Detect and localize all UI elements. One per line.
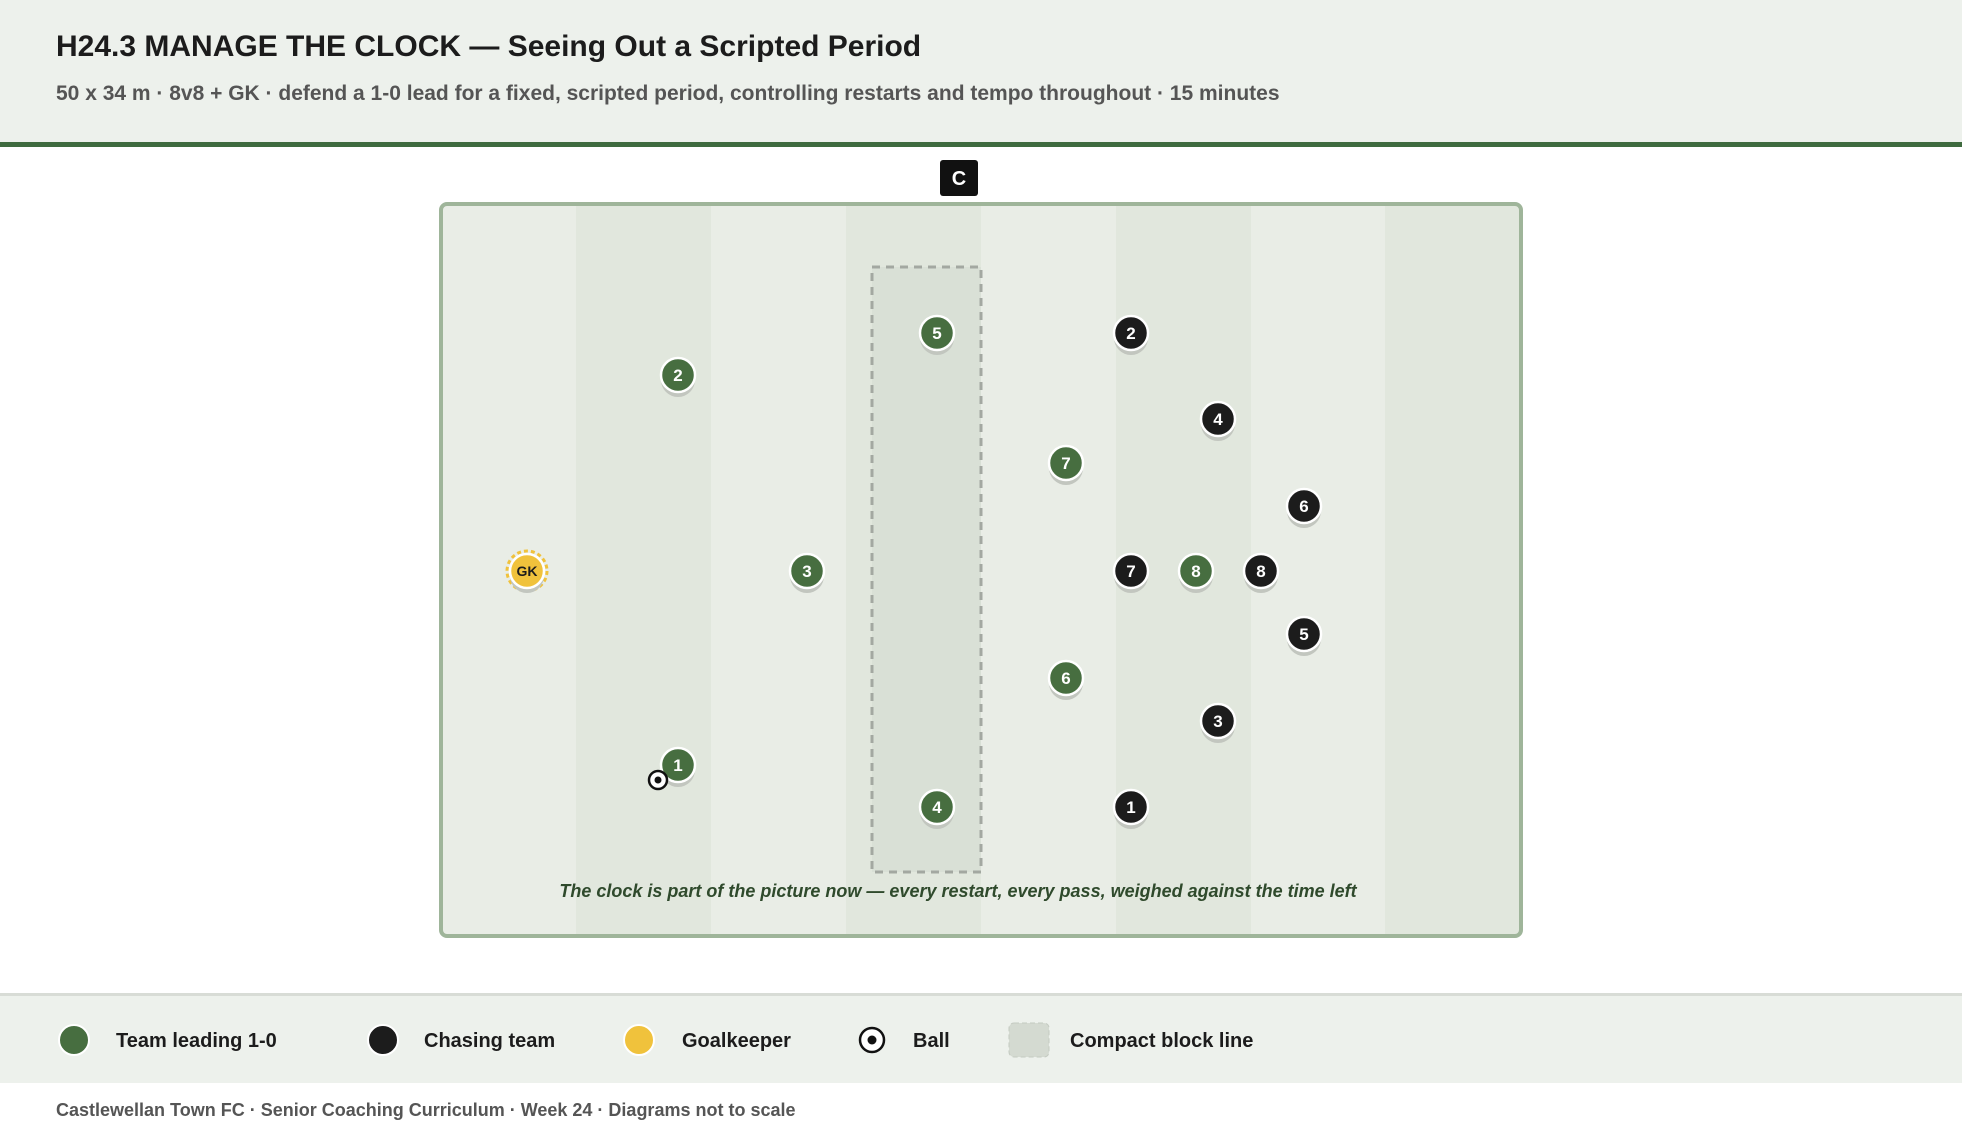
player: [1285, 615, 1323, 653]
player: [1285, 487, 1323, 525]
player: [1177, 552, 1215, 590]
player: [1199, 400, 1237, 438]
legend-swatch: [367, 1024, 399, 1056]
player: [1112, 788, 1150, 826]
player: [1199, 702, 1237, 740]
player-label: GK: [517, 563, 538, 579]
player-label: 1: [673, 756, 682, 775]
player-label: 5: [932, 324, 941, 343]
player-label: 3: [802, 562, 811, 581]
legend-swatch: [1008, 1022, 1050, 1058]
player: [918, 788, 956, 826]
player: [659, 356, 697, 394]
legend-swatch: [623, 1024, 655, 1056]
compact-block-line: [870, 265, 983, 874]
title: H24.3 MANAGE THE CLOCK — Seeing Out a Sc…: [56, 30, 922, 63]
coach-label: C: [952, 168, 966, 190]
player-label: 7: [1061, 454, 1070, 473]
player-label: 2: [1126, 324, 1135, 343]
legend-label: Goalkeeper: [682, 1030, 791, 1052]
ball-dot: [654, 776, 662, 784]
player-label: 4: [1213, 410, 1223, 429]
pitch-border: [439, 202, 1523, 938]
player-label: 8: [1256, 562, 1265, 581]
player-label: 6: [1299, 497, 1308, 516]
player-label: 1: [1126, 798, 1135, 817]
pitch: The clock is part of the picture now — e…: [439, 202, 1523, 938]
player: [1047, 659, 1085, 697]
player: [659, 746, 697, 784]
player-label: 5: [1299, 625, 1308, 644]
legend-swatch: [58, 1024, 90, 1056]
player-label: 6: [1061, 669, 1070, 688]
diagram: C The clock is part of the picture now —…: [439, 160, 1523, 938]
player: [1242, 552, 1280, 590]
player-label: 7: [1126, 562, 1135, 581]
player: [1047, 444, 1085, 482]
legend-label: Team leading 1-0: [116, 1030, 277, 1052]
players: 5 2 7 3 8 6 1 4 2 4 6 7 8 5 3 1 GK: [505, 314, 1323, 829]
header: H24.3 MANAGE THE CLOCK — Seeing Out a Sc…: [0, 0, 1962, 147]
player-label: 3: [1213, 712, 1222, 731]
player: [1112, 552, 1150, 590]
subtitle: 50 x 34 m · 8v8 + GK · defend a 1-0 lead…: [56, 82, 1280, 105]
legend-label: Ball: [913, 1030, 950, 1052]
stripe: [576, 206, 711, 934]
legend-icons: Team leading 1-0 Chasing team Goalkeeper…: [58, 1022, 1253, 1058]
caption: The clock is part of the picture now — e…: [559, 881, 1357, 901]
legend-label: Compact block line: [1070, 1030, 1253, 1052]
legend-label: Chasing team: [424, 1030, 555, 1052]
player-label: 8: [1191, 562, 1200, 581]
stripe: [1385, 206, 1519, 934]
footer: Castlewellan Town FC · Senior Coaching C…: [56, 1100, 796, 1120]
player: [1112, 314, 1150, 352]
coach-box: [940, 160, 978, 196]
player-label: 4: [932, 798, 942, 817]
player: [788, 552, 826, 590]
legend: Team leading 1-0 Chasing team Goalkeeper…: [0, 993, 1962, 1083]
player: [508, 552, 546, 590]
player: [918, 314, 956, 352]
player-label: 2: [673, 366, 682, 385]
legend-swatch: [867, 1035, 877, 1045]
